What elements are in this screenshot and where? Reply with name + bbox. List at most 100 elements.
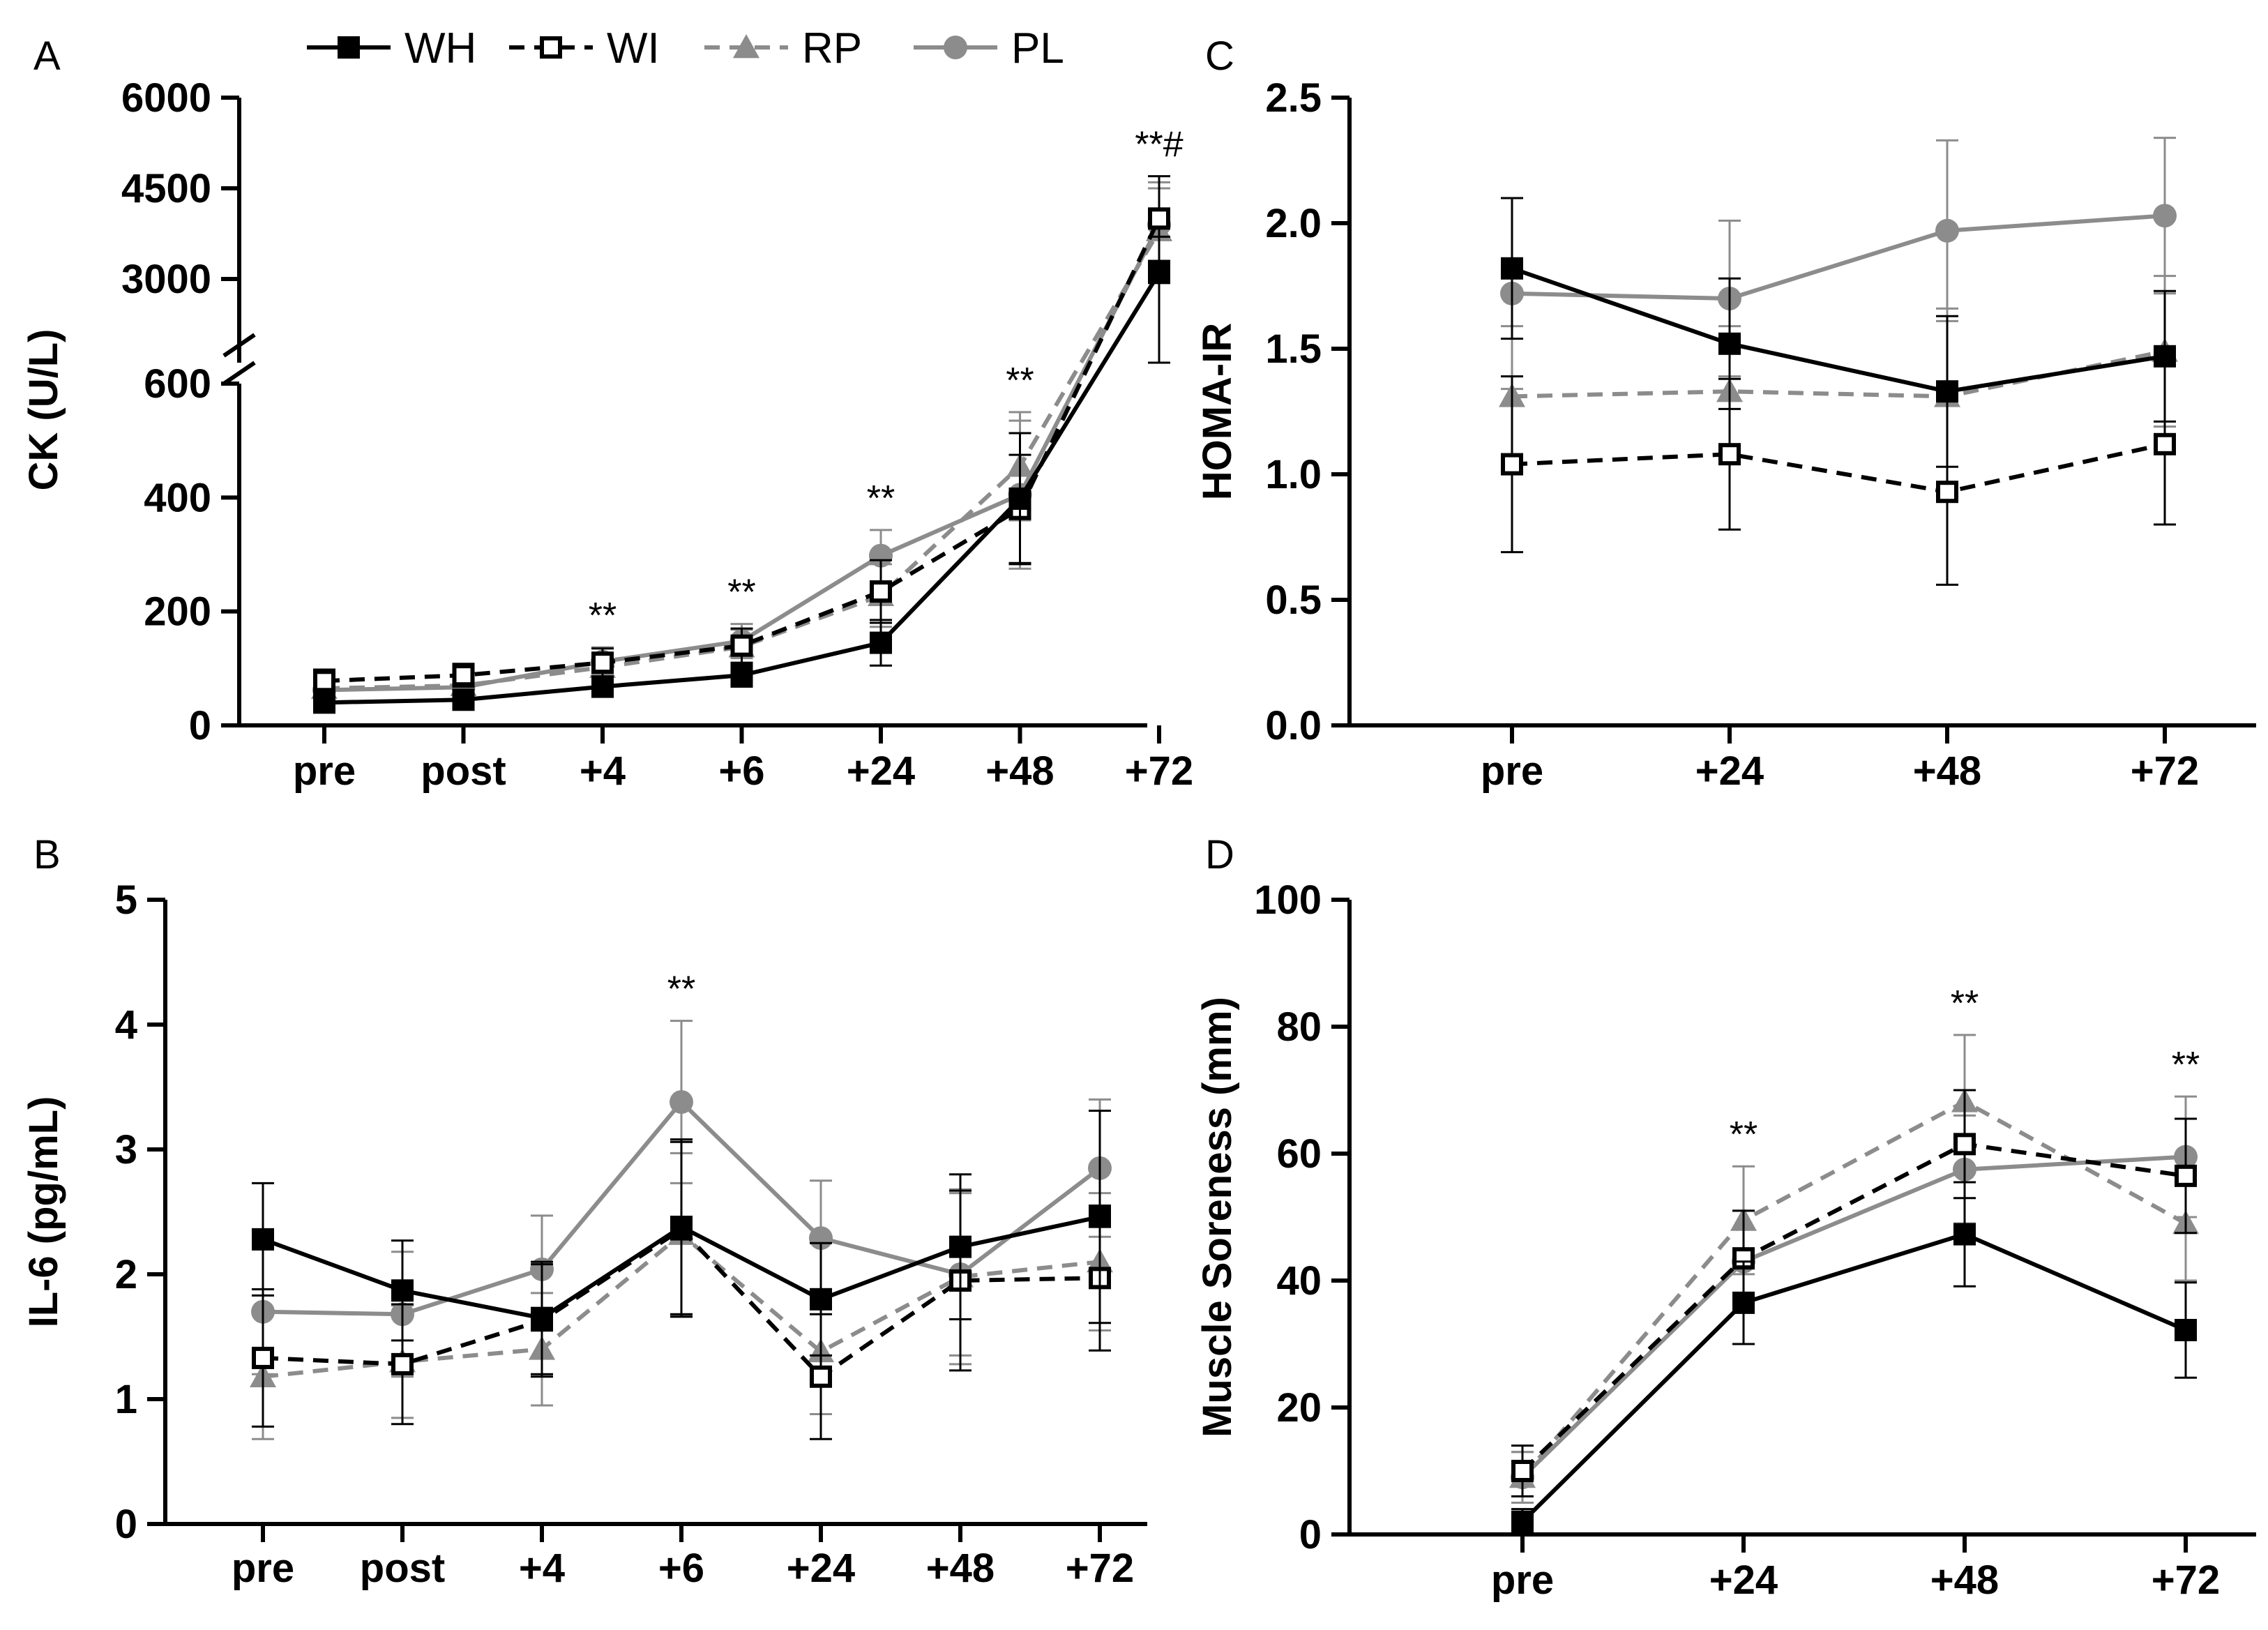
data-point: [810, 1365, 832, 1388]
series-line: [1520, 1154, 2186, 1479]
legend-item-rp: RP: [704, 24, 862, 73]
series-line: [1520, 1099, 2187, 1479]
x-tick-label: +24: [847, 748, 915, 794]
legend-marker: [733, 34, 759, 59]
series-line: [1511, 266, 2165, 394]
data-point: [1936, 380, 1958, 403]
y-tick-label: 0: [1299, 1512, 1322, 1557]
axis-break-mark: [222, 333, 256, 358]
y-axis-title: IL-6 (pg/mL): [21, 1096, 66, 1328]
y-tick-label: 0: [115, 1502, 137, 1547]
data-point: [730, 634, 753, 657]
y-tick-label: 60: [1276, 1131, 1322, 1177]
x-tick-label: post: [360, 1546, 445, 1591]
data-point: [1718, 332, 1741, 355]
x-tick-label: +4: [519, 1546, 565, 1591]
data-point: [1148, 262, 1170, 285]
significance-label: **#: [1135, 125, 1183, 165]
data-point: [1936, 481, 1958, 504]
x-tick-label: pre: [1491, 1557, 1554, 1603]
legend-label: RP: [802, 24, 862, 73]
y-tick-label: 0.5: [1265, 578, 1322, 623]
data-point: [1501, 453, 1523, 476]
x-tick-label: +6: [718, 748, 764, 794]
y-axis-title: HOMA-IR: [1195, 323, 1240, 501]
data-point: [313, 670, 335, 693]
x-tick-label: +48: [985, 748, 1054, 794]
panel-letter: B: [33, 832, 61, 877]
data-point: [591, 675, 614, 698]
series-line: [324, 229, 1161, 691]
series-pl: [1500, 137, 2177, 391]
y-tick-label: 100: [1254, 877, 1322, 923]
data-point: [949, 1235, 972, 1258]
data-point: [252, 1346, 274, 1369]
data-point: [810, 1288, 832, 1311]
series-line: [1511, 213, 2165, 301]
series-wh: [252, 1110, 1111, 1375]
panel-letter: D: [1205, 832, 1234, 877]
x-tick-label: +72: [2152, 1557, 2220, 1603]
series-pl: [312, 181, 1171, 702]
data-point: [1008, 487, 1031, 510]
data-point: [670, 1215, 693, 1238]
legend-marker: [944, 36, 967, 59]
significance-label: **: [667, 969, 695, 1010]
x-tick-label: +24: [787, 1546, 855, 1591]
y-tick-label: 2.5: [1265, 75, 1322, 121]
significance-label: **: [727, 573, 755, 613]
data-point: [1953, 1223, 1976, 1246]
significance-label: **: [589, 596, 617, 636]
legend-marker: [540, 36, 562, 59]
series-wh: [313, 235, 1170, 714]
data-point: [870, 631, 892, 654]
series-line: [324, 223, 1161, 693]
data-point: [252, 1228, 274, 1251]
y-tick-label: 0.0: [1265, 703, 1322, 748]
y-tick-label: 2.0: [1265, 201, 1322, 246]
y-tick-label: 20: [1276, 1385, 1322, 1431]
data-point: [2154, 345, 2176, 368]
y-tick-label: 4: [115, 1002, 137, 1048]
x-tick-label: +48: [926, 1546, 995, 1591]
data-point: [2175, 1164, 2197, 1187]
x-tick-label: +48: [1930, 1557, 1999, 1603]
x-tick-label: +48: [1913, 748, 1981, 794]
panel-letter: A: [33, 33, 61, 79]
data-point: [1718, 443, 1741, 466]
data-point: [2154, 432, 2176, 455]
x-tick-label: pre: [1481, 748, 1543, 794]
panel-b: B 0 1 2 3 4 5 pre post +4 +6 +24 +48 +72 IL-6 (pg/mL) *…: [21, 832, 1147, 1591]
y-tick-label: 2: [115, 1252, 137, 1297]
legend-item-wi: WI: [509, 24, 660, 73]
y-tick-label: 3000: [121, 257, 211, 302]
significance-label: **: [867, 478, 895, 519]
y-tick-label: 80: [1276, 1004, 1322, 1050]
y-tick-label: 0: [189, 703, 211, 748]
legend-item-pl: PL: [914, 24, 1064, 73]
significance-label: **: [1730, 1115, 1757, 1155]
significance-label: **: [1951, 983, 1979, 1024]
data-point: [452, 688, 475, 711]
y-tick-label: 400: [144, 475, 211, 520]
data-point: [313, 691, 335, 714]
y-tick-label: 40: [1276, 1258, 1322, 1304]
y-tick-label: 3: [115, 1127, 137, 1172]
y-tick-label: 1.5: [1265, 326, 1322, 372]
x-tick-label: pre: [293, 748, 356, 794]
x-tick-label: pre: [232, 1546, 294, 1591]
data-point: [452, 664, 475, 687]
legend-label: WH: [405, 24, 476, 73]
x-tick-label: +72: [1066, 1546, 1134, 1591]
panel-c: C 0.0 0.5 1.0 1.5 2.0 2.5 pre +24 +48 +72 HOMA-IR: [1195, 33, 2256, 794]
x-tick-label: +72: [1125, 748, 1193, 794]
series-wh: [1511, 1181, 2197, 1536]
y-axis-title: CK (U/L): [21, 329, 66, 491]
data-point: [1732, 1291, 1755, 1314]
data-point: [870, 580, 892, 603]
y-tick-label: 4500: [121, 166, 211, 211]
data-point: [1089, 1205, 1111, 1228]
x-tick-label: +6: [658, 1546, 704, 1591]
x-tick-label: post: [421, 748, 506, 794]
